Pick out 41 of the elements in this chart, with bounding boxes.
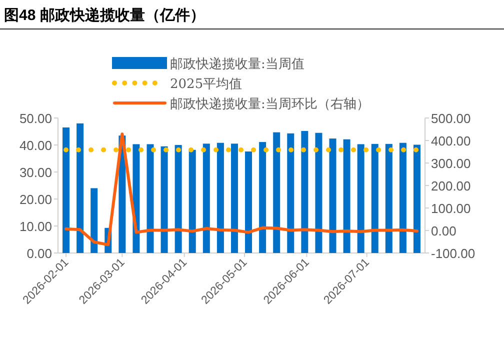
bar: [287, 133, 294, 253]
y2-tick-label: 0.00: [431, 224, 456, 238]
legend-label: 邮政快递揽收量:当周值: [170, 57, 304, 72]
legend-label: 2025平均值: [170, 77, 242, 92]
legend-label: 邮政快递揽收量:当周环比（右轴）: [170, 97, 370, 112]
bar: [301, 130, 308, 253]
bar: [230, 144, 238, 253]
bar: [385, 144, 392, 253]
bar: [371, 144, 378, 253]
bar: [62, 127, 70, 253]
bar: [273, 132, 280, 253]
y-tick-label: 20.00: [19, 192, 52, 207]
bar: [76, 123, 84, 253]
y-tick-label: 0.00: [26, 246, 52, 261]
bar: [90, 188, 98, 253]
y2-tick-label: 300.00: [431, 156, 471, 171]
chart-title: 图48 邮政快递揽收量（亿件）: [4, 6, 205, 24]
bar: [245, 151, 252, 253]
bar: [188, 150, 196, 253]
bar: [357, 144, 364, 253]
y-tick-label: 30.00: [19, 165, 52, 180]
bar: [202, 144, 210, 253]
line-series: [64, 132, 418, 246]
y2-tick-label: 200.00: [431, 178, 471, 194]
bar: [413, 144, 420, 253]
bar: [315, 132, 322, 253]
y-tick-label: 10.00: [19, 219, 52, 234]
y2-tick-label: -100.00: [431, 246, 476, 261]
bar: [146, 144, 154, 253]
bar: [160, 146, 168, 253]
y2-tick-label: 400.00: [431, 134, 471, 148]
y2-tick-label: 500.00: [431, 111, 471, 126]
y-tick-label: 40.00: [19, 138, 52, 153]
bar: [216, 142, 224, 253]
bar: [174, 145, 182, 253]
y-tick-label: 50.00: [19, 111, 52, 126]
bar: [399, 142, 406, 253]
bar: [343, 139, 350, 253]
y2-tick-label: 100.00: [431, 201, 471, 216]
bar: [329, 138, 336, 253]
bar: [259, 142, 266, 253]
